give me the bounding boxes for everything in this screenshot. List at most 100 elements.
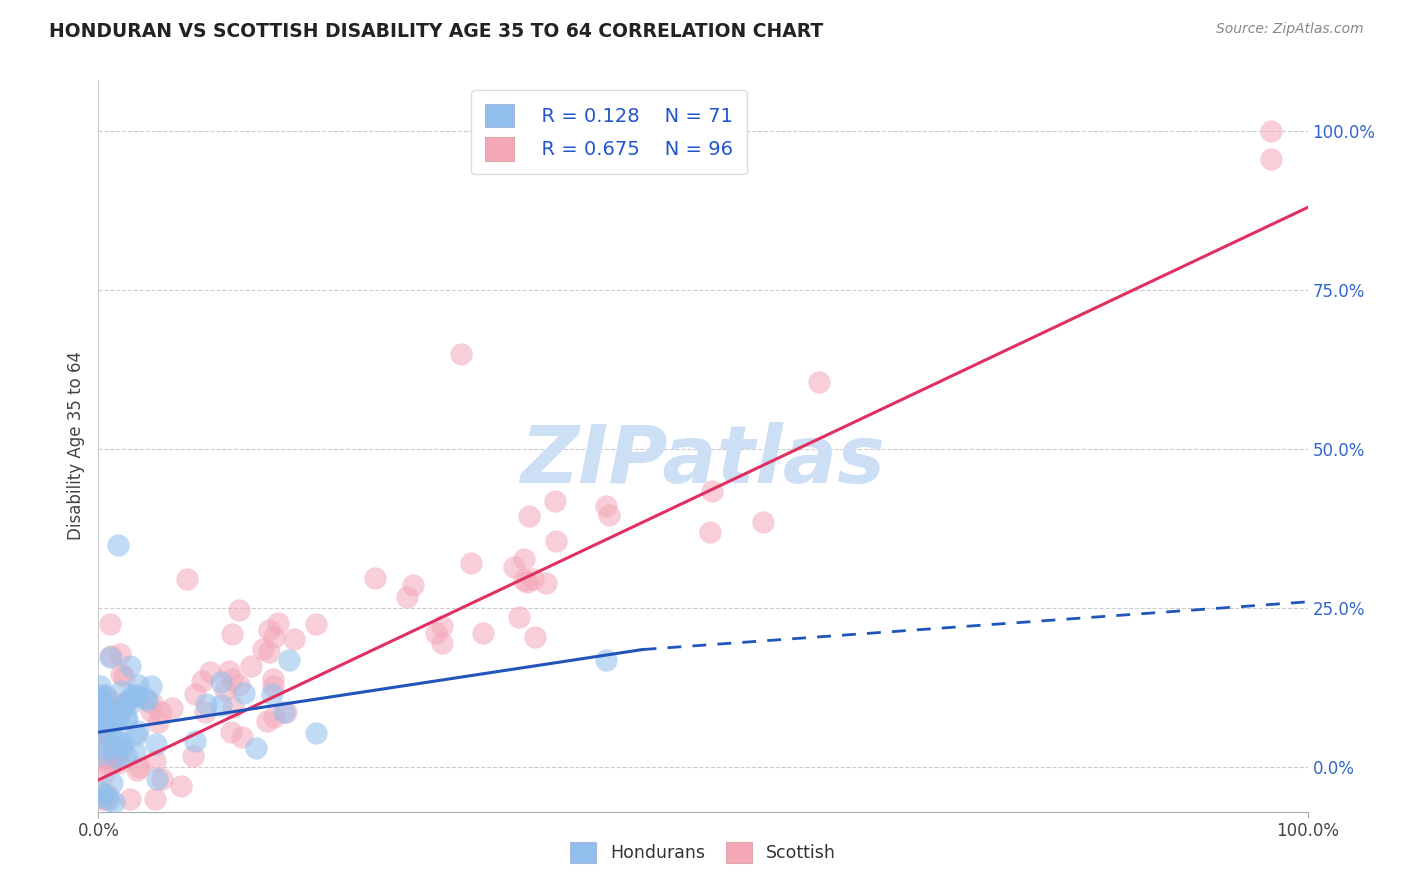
Point <box>90 714 112 728</box>
Point <box>91 768 114 782</box>
Point <box>257 624 280 638</box>
Point <box>108 648 131 662</box>
Point <box>98 617 121 632</box>
Point <box>143 792 166 806</box>
Point <box>112 669 135 683</box>
Point <box>513 573 536 587</box>
Point <box>90 714 112 729</box>
Point <box>90 719 112 733</box>
Point <box>595 653 617 667</box>
Point <box>90 792 112 806</box>
Text: ZIPatlas: ZIPatlas <box>520 422 886 500</box>
Point <box>191 673 214 688</box>
Point <box>90 715 112 730</box>
Point <box>115 695 138 709</box>
Point <box>101 715 124 730</box>
Point <box>176 572 198 586</box>
Point <box>214 682 236 697</box>
Point <box>101 712 124 726</box>
Point <box>150 772 173 786</box>
Point <box>150 705 173 719</box>
Point <box>194 705 217 719</box>
Point <box>305 726 328 740</box>
Point <box>89 789 111 804</box>
Point <box>89 725 111 739</box>
Point <box>100 649 122 664</box>
Point <box>96 702 118 716</box>
Point <box>752 515 775 529</box>
Point <box>544 533 567 548</box>
Point <box>97 714 120 728</box>
Point <box>522 572 544 586</box>
Point <box>127 677 149 691</box>
Point <box>181 748 204 763</box>
Point <box>263 631 285 645</box>
Point <box>111 743 134 757</box>
Point <box>135 692 157 706</box>
Point <box>96 690 118 704</box>
Point <box>128 760 150 774</box>
Point <box>89 679 111 693</box>
Point <box>110 683 132 698</box>
Point <box>513 552 536 566</box>
Point <box>808 375 831 389</box>
Point <box>141 696 163 710</box>
Point <box>124 745 146 759</box>
Point <box>256 714 278 728</box>
Point <box>120 690 142 704</box>
Point <box>1260 124 1282 138</box>
Point <box>209 674 232 689</box>
Point <box>228 678 250 692</box>
Point <box>524 630 547 644</box>
Point <box>402 577 425 591</box>
Point <box>364 571 387 585</box>
Y-axis label: Disability Age 35 to 64: Disability Age 35 to 64 <box>67 351 86 541</box>
Point <box>90 725 112 739</box>
Point <box>94 710 117 724</box>
Point <box>91 785 114 799</box>
Point <box>221 724 243 739</box>
Point <box>127 724 149 739</box>
Legend:   R = 0.128    N = 71,   R = 0.675    N = 96: R = 0.128 N = 71, R = 0.675 N = 96 <box>471 90 747 175</box>
Point <box>108 756 131 771</box>
Point <box>503 560 526 574</box>
Point <box>183 686 205 700</box>
Point <box>114 712 136 726</box>
Point <box>100 648 122 663</box>
Point <box>97 714 120 728</box>
Point <box>103 750 125 764</box>
Point <box>263 710 285 724</box>
Point <box>89 688 111 702</box>
Point <box>460 557 482 571</box>
Point <box>425 626 447 640</box>
Point <box>117 712 139 726</box>
Point <box>139 704 162 718</box>
Point <box>104 734 127 748</box>
Text: Source: ZipAtlas.com: Source: ZipAtlas.com <box>1216 22 1364 37</box>
Point <box>146 772 169 787</box>
Point <box>508 610 530 624</box>
Point <box>266 615 288 630</box>
Point <box>195 697 218 711</box>
Point <box>107 739 129 754</box>
Point <box>432 618 454 632</box>
Point <box>112 736 135 750</box>
Point <box>110 667 132 681</box>
Point <box>115 747 138 762</box>
Point <box>395 590 418 604</box>
Point <box>108 709 131 723</box>
Point <box>516 575 538 590</box>
Point <box>134 691 156 706</box>
Point <box>120 659 142 673</box>
Point <box>103 795 125 809</box>
Point <box>89 706 111 720</box>
Point <box>120 792 142 806</box>
Legend: Hondurans, Scottish: Hondurans, Scottish <box>564 835 842 870</box>
Point <box>472 626 495 640</box>
Point <box>107 711 129 725</box>
Point <box>107 703 129 717</box>
Text: HONDURAN VS SCOTTISH DISABILITY AGE 35 TO 64 CORRELATION CHART: HONDURAN VS SCOTTISH DISABILITY AGE 35 T… <box>49 22 824 41</box>
Point <box>228 603 250 617</box>
Point <box>103 745 125 759</box>
Point <box>110 702 132 716</box>
